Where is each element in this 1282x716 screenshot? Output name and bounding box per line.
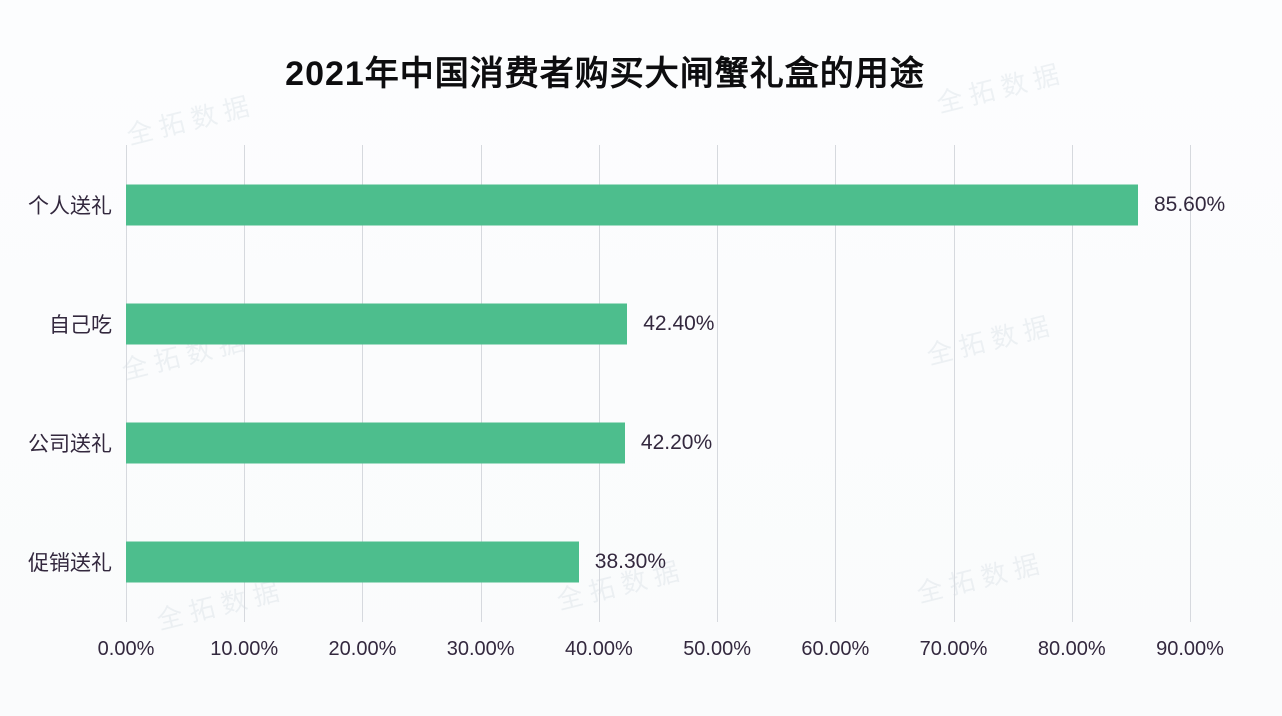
category-label: 自己吃 [49, 313, 112, 337]
bar [126, 541, 579, 583]
gridline [717, 145, 719, 622]
gridline [126, 145, 127, 622]
bar [126, 422, 625, 464]
bar-value-label: 42.40% [643, 311, 715, 335]
x-axis: 0.00% 10.00% 20.00% 30.00% 40.00% 50.00% 60.00… [98, 622, 1224, 666]
category-label: 个人送礼 [28, 194, 112, 218]
category-label: 公司送礼 [28, 433, 112, 457]
bar-row: 促销送礼 38.30% [28, 503, 1190, 622]
category-label: 促销送礼 [28, 552, 112, 576]
gridline [835, 145, 837, 622]
plot-area: 个人送礼 85.60% 自己吃 42.40% 公司送礼 42.20% 促销送礼 38.30% … [28, 145, 1225, 660]
x-axis-tick-label: 0.00% [97, 638, 155, 660]
gridline [598, 145, 600, 622]
gridlines [126, 145, 1191, 622]
gridline [1071, 145, 1073, 622]
gridline [244, 145, 246, 622]
x-axis-tick-label: 20.00% [328, 638, 397, 660]
gridline [1190, 145, 1191, 622]
bar-row: 自己吃 42.40% [49, 264, 1190, 383]
bar-value-label: 85.60% [1153, 192, 1226, 216]
x-axis-tick-label: 50.00% [683, 638, 752, 660]
bar-value-label: 38.30% [594, 550, 667, 574]
gridline [362, 145, 364, 622]
bar-row: 个人送礼 85.60% [28, 145, 1225, 264]
x-axis-tick-label: 80.00% [1037, 638, 1106, 660]
bar-row: 公司送礼 42.20% [28, 384, 1190, 503]
x-axis-tick-label: 10.00% [210, 638, 279, 660]
bar [126, 184, 1138, 226]
x-axis-tick-label: 40.00% [564, 638, 633, 660]
bar-rows: 个人送礼 85.60% 自己吃 42.40% 公司送礼 42.20% 促销送礼 38.30% [28, 145, 1225, 622]
x-axis-tick-label: 30.00% [446, 638, 515, 660]
bar-value-label: 42.20% [640, 431, 713, 455]
gridline [480, 145, 482, 622]
x-axis-tick-label: 70.00% [919, 638, 988, 660]
gridline [953, 145, 955, 622]
chart-title: 2021年中国消费者购买大闸蟹礼盒的用途 [285, 55, 925, 93]
bar [126, 303, 628, 345]
x-axis-tick-label: 60.00% [801, 638, 870, 660]
x-axis-tick-label: 90.00% [1156, 638, 1224, 660]
